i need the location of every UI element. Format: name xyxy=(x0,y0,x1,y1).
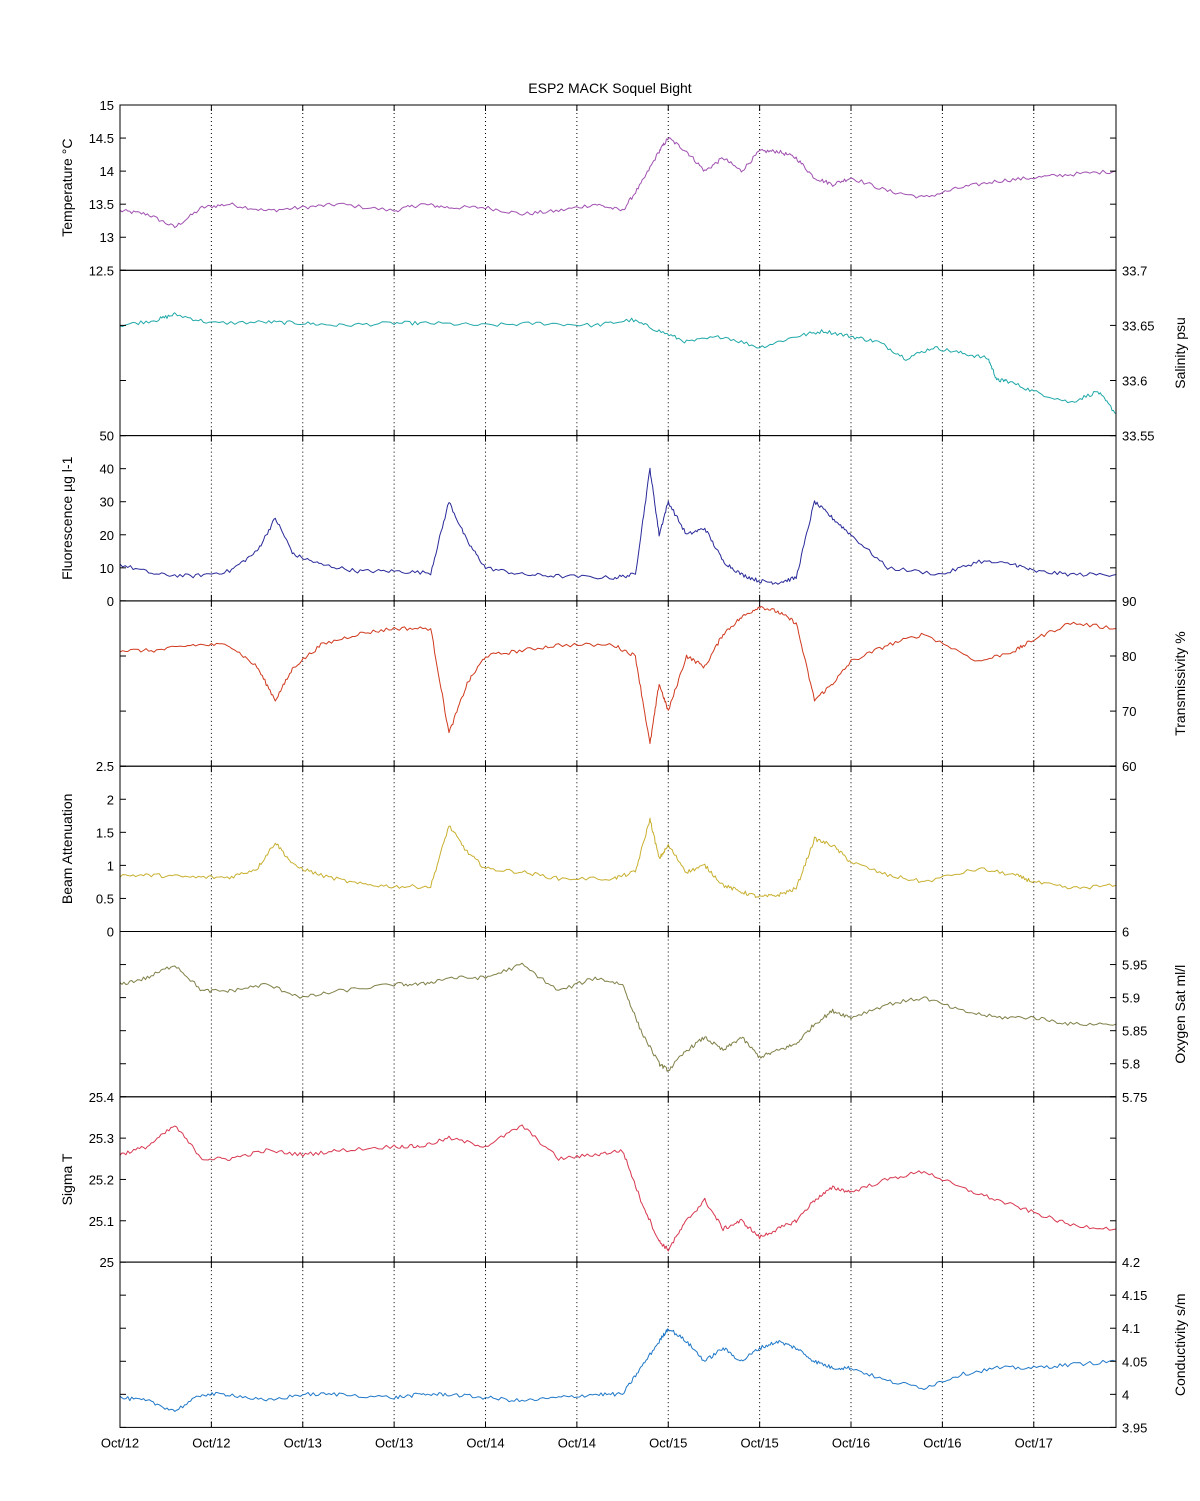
series-line-3 xyxy=(119,467,1117,585)
y-axis-label: Beam Attenuation xyxy=(59,794,75,905)
y-axis-label: Oxygen Sat ml/l xyxy=(1172,965,1188,1064)
y-tick-label: 2.5 xyxy=(96,759,114,774)
panel-6: 5.75 5.8 5.85 5.9 5.95 6 Oxygen Sat ml/l xyxy=(119,925,1188,1105)
x-tick-label: Oct/16 xyxy=(923,1435,961,1450)
panel-3: 0 10 20 30 40 50 Fluorescence µg l-1 xyxy=(59,429,1117,609)
y-tick-label: 33.6 xyxy=(1122,374,1147,389)
y-tick-label: 1 xyxy=(107,858,114,873)
series-line-5 xyxy=(119,817,1117,898)
x-tick-label: Oct/14 xyxy=(466,1435,504,1450)
chart-title: ESP2 MACK Soquel Bight xyxy=(528,80,692,96)
panel-frame xyxy=(119,765,1117,933)
series-line-2 xyxy=(119,312,1117,415)
x-tick-label: Oct/15 xyxy=(649,1435,687,1450)
y-tick-label: 4.2 xyxy=(1122,1255,1140,1270)
panel-frame xyxy=(119,931,1117,1098)
y-axis-label: Transmissivity % xyxy=(1172,631,1188,736)
panel-5: 0 0.5 1 1.5 2 2.5 Beam Attenuation xyxy=(59,759,1117,940)
y-tick-label: 5.8 xyxy=(1122,1057,1140,1072)
y-tick-label: 25.2 xyxy=(89,1172,114,1187)
y-tick-label: 33.55 xyxy=(1122,429,1155,444)
y-tick-label: 0 xyxy=(107,594,114,609)
series-line-8 xyxy=(119,1328,1117,1412)
y-axis-label: Conductivity s/m xyxy=(1172,1293,1188,1396)
y-tick-label: 3.95 xyxy=(1122,1420,1147,1435)
panel-frame xyxy=(119,104,1117,271)
y-tick-label: 13.5 xyxy=(89,197,114,212)
x-tick-label: Oct/14 xyxy=(558,1435,596,1450)
x-tick-label: Oct/13 xyxy=(375,1435,413,1450)
panel-frame xyxy=(119,600,1117,767)
panel-frame xyxy=(119,269,1117,437)
y-tick-label: 5.85 xyxy=(1122,1024,1147,1039)
y-axis-label: Sigma T xyxy=(59,1153,75,1205)
x-tick-label: Oct/15 xyxy=(740,1435,778,1450)
y-tick-label: 25 xyxy=(100,1255,114,1270)
x-tick-label: Oct/13 xyxy=(284,1435,322,1450)
y-tick-label: 40 xyxy=(100,462,114,477)
series-line-1 xyxy=(119,137,1117,229)
y-tick-label: 30 xyxy=(100,495,114,510)
series-line-7 xyxy=(119,1124,1117,1252)
panel-8: 3.95 4 4.05 4.1 4.15 4.2 Conductivity s/m xyxy=(119,1255,1188,1435)
panel-1: 12.5 13 13.5 14 14.5 15 Temperature °C xyxy=(59,98,1117,278)
y-tick-label: 25.1 xyxy=(89,1214,114,1229)
y-tick-label: 4.1 xyxy=(1122,1321,1140,1336)
panel-7: 25 25.1 25.2 25.3 25.4 Sigma T xyxy=(59,1090,1117,1270)
x-tick-label: Oct/16 xyxy=(832,1435,870,1450)
y-tick-label: 80 xyxy=(1122,649,1136,664)
series-line-4 xyxy=(119,606,1117,745)
y-tick-label: 10 xyxy=(100,561,114,576)
panel-frame xyxy=(119,1096,1117,1263)
y-axis-label: Salinity psu xyxy=(1172,317,1188,389)
y-tick-label: 5.9 xyxy=(1122,991,1140,1006)
y-tick-label: 20 xyxy=(100,528,114,543)
y-tick-label: 0 xyxy=(107,925,114,940)
y-tick-label: 4.05 xyxy=(1122,1354,1147,1369)
y-tick-label: 33.7 xyxy=(1122,263,1147,278)
y-tick-label: 90 xyxy=(1122,594,1136,609)
y-tick-label: 25.4 xyxy=(89,1090,114,1105)
y-axis-label: Fluorescence µg l-1 xyxy=(59,456,75,579)
y-tick-label: 70 xyxy=(1122,704,1136,719)
panel-frame xyxy=(119,435,1117,602)
y-axis-label: Temperature °C xyxy=(59,139,75,237)
y-tick-label: 6 xyxy=(1122,925,1129,940)
y-tick-label: 1.5 xyxy=(96,825,114,840)
x-axis: Oct/12 Oct/12 Oct/13 Oct/13 Oct/14 Oct/14 Oct/… xyxy=(101,1435,1053,1450)
y-tick-label: 4.15 xyxy=(1122,1288,1147,1303)
y-tick-label: 5.75 xyxy=(1122,1090,1147,1105)
panel-frame xyxy=(119,1261,1117,1428)
y-tick-label: 2 xyxy=(107,792,114,807)
y-tick-label: 4 xyxy=(1122,1387,1129,1402)
y-tick-label: 13 xyxy=(100,230,114,245)
y-tick-label: 14 xyxy=(100,164,114,179)
y-tick-label: 0.5 xyxy=(96,891,114,906)
panel-2: 33.55 33.6 33.65 33.7 Salinity psu xyxy=(119,263,1188,444)
y-tick-label: 12.5 xyxy=(89,263,114,278)
x-tick-label: Oct/12 xyxy=(101,1435,139,1450)
y-tick-label: 25.3 xyxy=(89,1131,114,1146)
x-tick-label: Oct/17 xyxy=(1015,1435,1053,1450)
y-tick-label: 14.5 xyxy=(89,131,114,146)
y-tick-label: 15 xyxy=(100,98,114,113)
series-line-6 xyxy=(119,962,1117,1072)
y-tick-label: 33.65 xyxy=(1122,318,1155,333)
y-tick-label: 60 xyxy=(1122,759,1136,774)
panel-4: 60 70 80 90 Transmissivity % xyxy=(119,594,1188,774)
y-tick-label: 50 xyxy=(100,429,114,444)
x-tick-label: Oct/12 xyxy=(192,1435,230,1450)
y-tick-label: 5.95 xyxy=(1122,958,1147,973)
